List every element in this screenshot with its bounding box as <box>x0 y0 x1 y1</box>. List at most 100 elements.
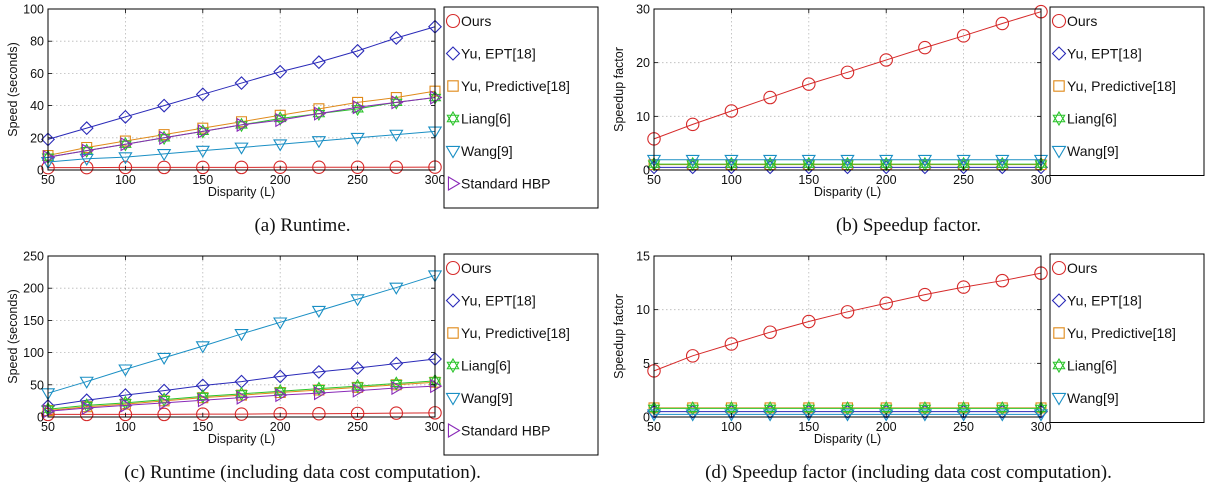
data-point <box>686 156 700 172</box>
caption-a: (a) Runtime. <box>254 215 351 236</box>
y-axis-label: Speed (seconds) <box>6 289 20 384</box>
legend-marker <box>1051 260 1067 276</box>
data-point <box>801 154 816 168</box>
data-point <box>391 95 404 110</box>
y-axis-label: Speed (seconds) <box>6 42 20 137</box>
legend-label: Yu, EPT[18] <box>461 46 536 62</box>
chart-c: 50 100 150 200 250 300050100150200250Disparit… <box>6 250 599 456</box>
x-axis-label: Disparity (L) <box>814 185 881 199</box>
data-point <box>312 381 326 396</box>
grid <box>654 9 1041 170</box>
data-point <box>995 154 1010 168</box>
axes-frame <box>653 255 1042 418</box>
data-point <box>389 356 404 371</box>
legend-marker <box>447 176 461 191</box>
data-point <box>118 109 133 124</box>
legend-label: Wang[9] <box>461 390 513 406</box>
data-point <box>79 160 94 175</box>
data-point <box>197 393 211 408</box>
plot-area <box>654 9 1041 170</box>
data-point <box>118 364 133 377</box>
data-point <box>273 407 287 421</box>
y-tick-label: 250 <box>23 250 44 264</box>
data-point <box>918 287 932 302</box>
chart-a: 50 100 150 200 250 300 0 20 40 60 80 100 Disparity (… <box>6 3 599 209</box>
data-point <box>314 106 327 121</box>
data-point <box>311 364 326 379</box>
data-point <box>118 160 133 175</box>
series-line <box>48 412 436 415</box>
data-point <box>352 100 365 115</box>
legend-label: Wang[9] <box>461 143 513 159</box>
x-tick-label: 250 <box>347 173 368 187</box>
legend-marker <box>445 145 461 159</box>
data-point <box>995 409 1010 422</box>
data-point <box>763 156 777 172</box>
series-wang-9- <box>40 126 443 170</box>
x-axis-label: Disparity (L) <box>208 432 275 446</box>
x-tick-label: 250 <box>347 420 368 434</box>
data-point <box>956 409 971 422</box>
data-point <box>685 409 700 422</box>
data-point <box>195 87 210 102</box>
data-point <box>350 361 365 376</box>
x-tick-label: 250 <box>953 173 974 187</box>
legend-box <box>1049 6 1205 176</box>
legend-label: Yu, EPT[18] <box>461 293 536 309</box>
legend-marker <box>446 110 460 127</box>
x-axis-label: Disparity (L) <box>814 432 881 446</box>
legend-label: Yu, Predictive[18] <box>1067 325 1176 341</box>
data-point <box>234 76 249 91</box>
chart-panel-a: 50 100 150 200 250 300 0 20 40 60 80 100 Disparity (… <box>0 0 605 246</box>
data-point <box>840 409 855 422</box>
data-point <box>311 55 326 70</box>
y-tick-label: 100 <box>23 346 44 360</box>
x-tick-label: 200 <box>876 173 897 187</box>
data-point <box>350 406 365 421</box>
x-tick-label: 300 <box>425 173 446 187</box>
data-point <box>724 337 739 351</box>
x-tick-label: 300 <box>1031 420 1052 434</box>
y-tick-label: 10 <box>636 303 650 317</box>
data-point <box>234 407 249 421</box>
series-line <box>653 272 1042 372</box>
x-tick-label: 100 <box>721 173 742 187</box>
data-point <box>350 294 365 307</box>
legend-marker <box>1051 145 1067 159</box>
data-point <box>879 154 894 168</box>
series-ours <box>41 160 442 175</box>
data-point <box>840 305 855 319</box>
data-point <box>430 378 443 394</box>
data-point <box>430 90 443 105</box>
y-tick-label: 100 <box>23 3 44 17</box>
series-line <box>47 385 436 412</box>
axes-frame <box>653 8 1042 171</box>
ticks: 50 100 150 200 250 300 0 20 40 60 80 100 <box>23 3 445 188</box>
data-point <box>311 136 327 149</box>
chart-panel-c: 50 100 150 200 250 300 0 50 100 150 200 250 Disparit… <box>0 247 605 493</box>
data-point <box>917 409 933 422</box>
data-point <box>918 156 932 172</box>
y-tick-label: 80 <box>30 35 44 49</box>
data-point <box>312 407 326 421</box>
data-point <box>389 129 404 142</box>
x-tick-label: 50 <box>41 173 55 187</box>
legend-marker <box>1053 80 1065 92</box>
legend-box <box>443 6 599 209</box>
series-line <box>47 381 436 412</box>
x-tick-label: 150 <box>192 420 213 434</box>
x-tick-label: 100 <box>115 173 136 187</box>
legend-marker <box>447 327 459 339</box>
data-point <box>157 160 171 175</box>
series-line <box>653 11 1042 140</box>
data-point <box>195 378 210 393</box>
x-tick-label: 200 <box>270 173 291 187</box>
chart-b: 50 100 150 200 250 300 0 10 20 30 Disparity (L) Spe… <box>612 3 1205 199</box>
y-tick-label: 10 <box>636 110 650 124</box>
x-tick-label: 250 <box>953 420 974 434</box>
x-tick-label: 50 <box>647 420 661 434</box>
data-point <box>685 154 700 168</box>
caption-d: (d) Speedup factor (including data cost … <box>705 462 1112 483</box>
series-standard-hbp <box>43 378 443 419</box>
data-point <box>995 273 1010 288</box>
